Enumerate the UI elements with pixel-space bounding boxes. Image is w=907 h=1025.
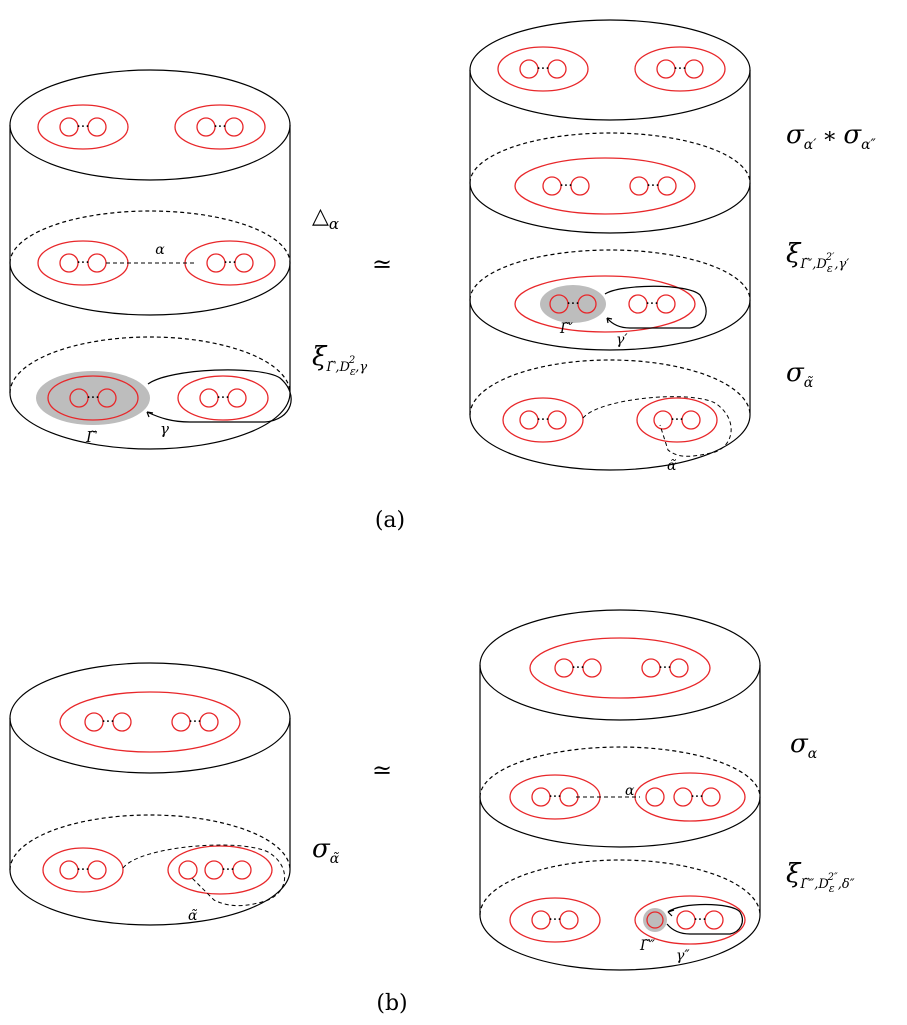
- xi-label-b-right: ξΓ̃″,Dε2″,δ″: [786, 859, 855, 895]
- a-right-cylinder: ··· ··· ··· ··· ··· ··· Γ̃′ γ′ ··· ··· α…: [469, 19, 751, 474]
- dots: ···: [76, 862, 89, 878]
- dots: ···: [101, 714, 114, 730]
- gammatilde-prime-label: Γ̃′: [559, 321, 574, 337]
- caption-a: (a): [375, 508, 405, 533]
- dots: ···: [670, 412, 683, 428]
- dots: ···: [693, 912, 706, 928]
- dots: ···: [223, 255, 236, 271]
- alphatilde-label-b: α̃: [188, 908, 198, 924]
- sigma-alpha-prime-star-label: σα′ ∗ σα″: [786, 120, 877, 153]
- xi-label-a-right: ξΓ̃′,Dε2′,γ′: [786, 239, 849, 275]
- gamma-dprime-label: γ″: [676, 948, 690, 964]
- equiv-symbol-a: ≃: [372, 250, 392, 278]
- sigma-alpha-label-b: σα: [790, 729, 818, 762]
- gamma-label: γ: [160, 420, 169, 438]
- dots: ···: [645, 296, 658, 312]
- alphatilde-label: α̃: [667, 458, 677, 474]
- dots: ···: [646, 178, 659, 194]
- gammatilde-label: Γ̃: [85, 428, 97, 446]
- b-left-cylinder: ··· ··· ··· ··· α̃: [9, 662, 291, 926]
- gammatilde-dprime-label: Γ̃″: [639, 938, 656, 954]
- dots: ···: [76, 119, 89, 135]
- delta-label: △α: [312, 204, 339, 233]
- dots: ···: [548, 789, 561, 805]
- dots: ···: [536, 412, 549, 428]
- dots: ···: [213, 119, 226, 135]
- alpha-label-b: α: [625, 783, 635, 799]
- b-right-cylinder: ··· ··· ··· ··· α ··· ··· Γ̃″ γ″: [479, 609, 761, 971]
- dots: ···: [188, 714, 201, 730]
- dots: ···: [216, 390, 229, 406]
- equiv-symbol-b: ≃: [372, 756, 392, 784]
- a-left-cylinder: ··· ··· ··· ··· α ··· ··· γ Γ̃: [9, 69, 292, 450]
- sigma-alphatilde-label-b: σα̃: [312, 834, 340, 867]
- xi-label-a-left: ξΓ̃,Dε2,γ: [312, 342, 367, 378]
- dots: ···: [673, 61, 686, 77]
- dots: ···: [548, 912, 561, 928]
- dots: ···: [536, 61, 549, 77]
- dots: ···: [221, 862, 234, 878]
- dots: ···: [559, 178, 572, 194]
- dots: ···: [86, 390, 99, 406]
- caption-b: (b): [376, 991, 407, 1016]
- dots: ···: [571, 660, 584, 676]
- dots: ···: [658, 660, 671, 676]
- gamma-prime-label: γ′: [616, 332, 628, 348]
- sigma-alphatilde-label-a: σα̃: [786, 358, 814, 391]
- dots: ···: [76, 255, 89, 271]
- alpha-label: α: [155, 242, 165, 258]
- dots: ···: [566, 296, 579, 312]
- dots: ···: [690, 789, 703, 805]
